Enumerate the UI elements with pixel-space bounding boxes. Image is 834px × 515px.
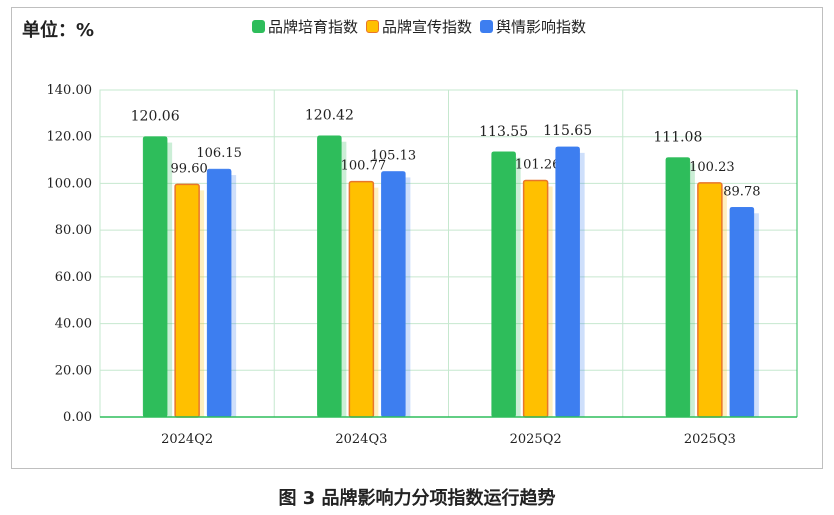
data-label: 115.65 [543,123,592,139]
y-tick-label: 40.00 [55,317,92,332]
x-tick-label: 2025Q3 [684,432,736,447]
bar-shadow [230,175,237,417]
x-tick-label: 2024Q3 [335,432,387,447]
legend-swatch-cultivation [252,20,265,33]
bar [555,146,580,418]
data-label: 100.77 [341,159,387,174]
legend-swatch-public-opinion [480,20,494,33]
bar-shadow [578,152,585,418]
legend-swatch-promotion [366,20,380,33]
bar-shadow [198,190,205,417]
bar-shadow [514,157,521,417]
figure-caption: 图 3 品牌影响力分项指数运行趋势 [278,488,556,509]
bar [665,157,691,418]
bar-shadow [752,213,759,417]
data-label: 100.23 [689,160,735,175]
data-label: 101.26 [515,157,561,172]
bar [348,180,375,418]
bar-shadow [546,186,553,417]
bar [491,151,516,418]
bar [174,183,200,418]
legend-label-promotion: 品牌宣传指数 [382,18,473,36]
bar [317,135,342,418]
legend-item-promotion: 品牌宣传指数 [366,16,472,37]
data-label: 89.78 [723,184,760,199]
y-tick-label: 60.00 [55,270,92,285]
bar [381,171,406,418]
bar-shadow [688,163,695,417]
y-tick-label: 140.00 [47,83,93,98]
x-tick-label: 2025Q2 [510,432,562,447]
y-tick-label: 0.00 [63,410,92,425]
y-tick-label: 100.00 [47,176,93,191]
bar [142,136,168,418]
bar-chart: 0.00 20.00 40.00 60.00 80.00 100.00 120.00 140.… [47,83,798,447]
legend-item-public-opinion: 舆情影响指数 [480,16,586,37]
data-label: 105.13 [371,148,417,163]
y-tick-label: 20.00 [55,363,92,378]
bar-shadow [404,177,411,417]
data-label: 113.55 [479,124,528,140]
data-label: 120.42 [305,108,354,124]
bar-shadow [340,141,347,418]
bar-shadow [166,142,173,417]
bar [522,179,549,418]
y-tick-label: 80.00 [55,223,92,238]
bar [697,182,723,418]
unit-label: 单位：% [22,20,95,41]
data-label: 106.15 [196,146,242,161]
legend-label-public-opinion: 舆情影响指数 [496,18,587,36]
data-label: 120.06 [131,109,180,125]
data-label: 111.08 [653,130,702,146]
legend: 品牌培育指数 品牌宣传指数 舆情影响指数 [252,16,586,37]
data-label: 99.60 [171,161,208,176]
legend-item-cultivation: 品牌培育指数 [252,16,358,37]
bar-shadow [372,187,379,417]
x-tick-label: 2024Q2 [161,432,213,447]
y-tick-label: 120.00 [47,130,93,145]
bar [206,168,232,418]
legend-label-cultivation: 品牌培育指数 [268,18,359,36]
bar-shadow [720,188,727,417]
bar [729,207,755,418]
